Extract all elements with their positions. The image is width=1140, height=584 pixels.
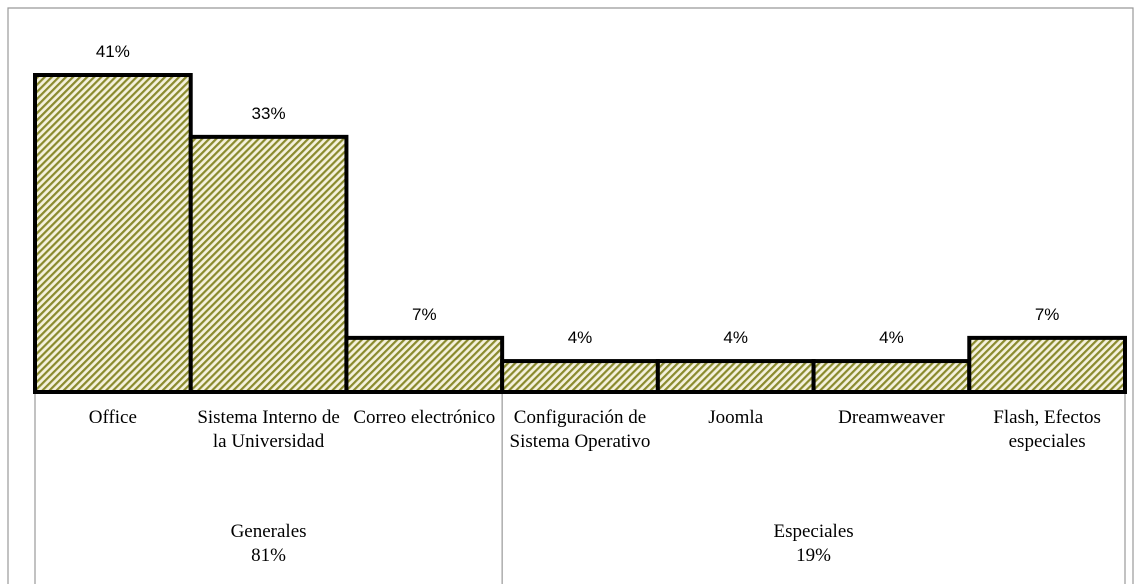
value-label: 4% xyxy=(723,328,748,347)
frame xyxy=(7,7,1134,584)
value-label: 4% xyxy=(879,328,904,347)
bar xyxy=(967,335,1127,395)
bar xyxy=(655,359,816,395)
category-label: Sistema Interno de la Universidad xyxy=(197,407,340,452)
category-label: Correo electrónico xyxy=(353,407,496,428)
bar xyxy=(344,335,505,395)
value-label: 33% xyxy=(252,104,286,123)
bar xyxy=(500,359,660,395)
category-label: Office xyxy=(88,407,137,428)
bar xyxy=(188,134,349,394)
value-label: 4% xyxy=(568,328,593,347)
group-value-label: 81% xyxy=(251,545,286,566)
group-name: Especiales xyxy=(773,521,854,542)
category-label: Joomla xyxy=(708,407,764,428)
category-label: Dreamweaver xyxy=(838,407,945,428)
category-label: Flash, Efectos especiales xyxy=(993,407,1101,452)
group-value-label: 19% xyxy=(796,545,831,566)
value-label: 7% xyxy=(412,305,437,324)
category-label: Configuración de Sistema Operativo xyxy=(509,407,651,452)
value-label: 7% xyxy=(1035,305,1060,324)
value-label: 41% xyxy=(96,42,130,61)
group-name: Generales xyxy=(230,521,307,542)
bar xyxy=(811,359,972,395)
bar xyxy=(33,73,193,394)
